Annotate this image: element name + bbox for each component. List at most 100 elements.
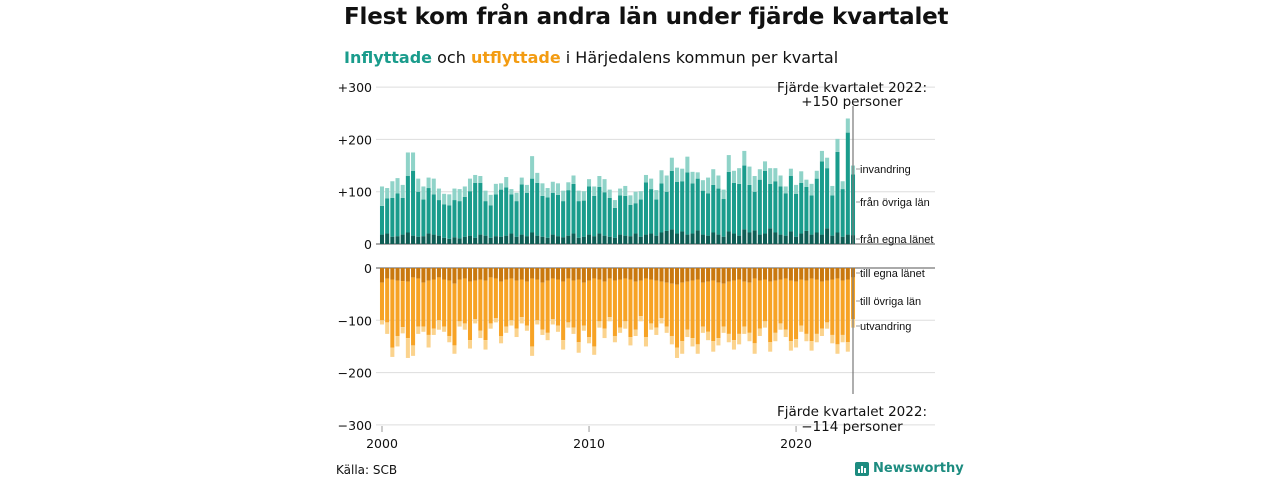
bar-out-2	[809, 341, 814, 351]
bar-in-2	[643, 174, 648, 183]
bar-in-1	[845, 132, 850, 235]
bar-in-1	[411, 170, 416, 236]
bar-out-0	[478, 268, 483, 280]
bar-out-1	[747, 282, 752, 333]
bar-in-1	[576, 201, 581, 238]
bar-in-2	[493, 183, 498, 195]
bar-in-0	[685, 234, 690, 244]
x-tick-label: 2020	[780, 436, 812, 451]
bar-out-2	[845, 342, 850, 352]
bar-out-2	[649, 323, 654, 330]
bar-in-0	[643, 234, 648, 244]
x-tick-label: 2010	[573, 436, 605, 451]
bar-out-1	[809, 278, 814, 342]
bar-out-2	[762, 321, 768, 328]
bar-in-1	[483, 201, 488, 236]
bar-out-0	[462, 268, 467, 279]
bar-out-2	[581, 325, 586, 331]
bar-in-1	[478, 182, 483, 235]
newsworthy-logo-icon	[855, 461, 869, 476]
bar-in-2	[530, 156, 535, 179]
bar-in-1	[379, 205, 385, 235]
bar-in-2	[457, 189, 462, 202]
bar-out-1	[483, 280, 488, 341]
bar-in-1	[467, 191, 473, 236]
bar-out-2	[830, 334, 835, 344]
bar-out-1	[540, 282, 545, 330]
bar-in-0	[493, 236, 498, 244]
bar-out-1	[654, 280, 659, 328]
bar-in-1	[654, 199, 659, 236]
migration-chart: 0 +100 +200 +300 0 −100 −200 −300 2000 2010 2020 Fj…	[338, 80, 935, 451]
bar-out-2	[773, 332, 778, 342]
bar-out-1	[514, 280, 519, 329]
bar-in-2	[395, 178, 400, 194]
bar-in-2	[488, 194, 493, 206]
bar-in-2	[421, 186, 426, 200]
bar-out-0	[587, 268, 592, 281]
bar-in-2	[462, 186, 467, 197]
bar-in-0	[752, 230, 757, 244]
bar-out-0	[690, 268, 695, 281]
bar-in-0	[514, 236, 519, 244]
bar-in-2	[675, 167, 680, 182]
bar-in-2	[695, 172, 700, 179]
bar-in-1	[530, 178, 535, 233]
bar-in-2	[535, 172, 540, 183]
y-tick-label-top: +200	[338, 132, 372, 147]
bar-out-0	[421, 268, 426, 283]
bar-in-1	[721, 199, 726, 237]
bar-in-2	[633, 191, 638, 204]
bar-out-2	[788, 341, 793, 351]
bar-in-0	[571, 233, 576, 244]
bar-in-1	[633, 203, 638, 234]
bar-in-0	[540, 236, 545, 244]
bar-in-2	[726, 155, 731, 172]
bar-in-0	[747, 232, 752, 244]
bar-in-2	[690, 171, 695, 184]
bar-in-1	[726, 171, 731, 232]
bar-out-1	[457, 279, 462, 322]
bar-out-2	[395, 335, 400, 347]
bar-in-0	[737, 235, 742, 244]
bar-in-0	[799, 233, 804, 244]
bar-out-2	[592, 346, 597, 355]
bar-out-1	[561, 281, 566, 341]
y-tick-label-bottom: −200	[338, 366, 372, 381]
bar-in-0	[592, 236, 597, 244]
bar-out-0	[654, 268, 659, 281]
bar-out-2	[390, 347, 395, 357]
bar-out-1	[638, 280, 643, 317]
legend-in-label: från egna länet	[860, 234, 933, 246]
bar-out-2	[602, 328, 607, 339]
bar-in-0	[416, 236, 421, 244]
bar-out-0	[592, 268, 597, 279]
bar-in-1	[669, 170, 674, 230]
bar-out-0	[669, 268, 674, 284]
bar-in-1	[664, 191, 669, 231]
bar-out-1	[576, 279, 581, 343]
bar-out-1	[618, 279, 623, 328]
bar-in-2	[405, 152, 410, 177]
bar-in-1	[643, 182, 648, 235]
bar-out-1	[700, 282, 705, 327]
bar-in-0	[566, 235, 571, 244]
legend-out-label: till övriga län	[860, 296, 921, 308]
bar-out-2	[452, 345, 457, 354]
bar-out-2	[711, 341, 716, 352]
bar-out-1	[509, 278, 514, 321]
bar-out-2	[607, 317, 612, 322]
bar-out-2	[488, 323, 493, 329]
legend-out-label: utvandring	[860, 321, 911, 333]
bar-in-1	[819, 161, 824, 235]
bar-in-2	[447, 194, 452, 206]
bar-out-2	[799, 325, 804, 332]
bar-out-1	[597, 279, 602, 322]
bar-in-2	[400, 184, 405, 198]
bar-in-0	[623, 235, 628, 244]
bar-in-1	[587, 186, 592, 235]
bar-out-0	[664, 268, 669, 283]
bar-in-0	[633, 233, 638, 244]
bar-in-2	[809, 183, 814, 196]
bar-out-0	[550, 268, 555, 279]
